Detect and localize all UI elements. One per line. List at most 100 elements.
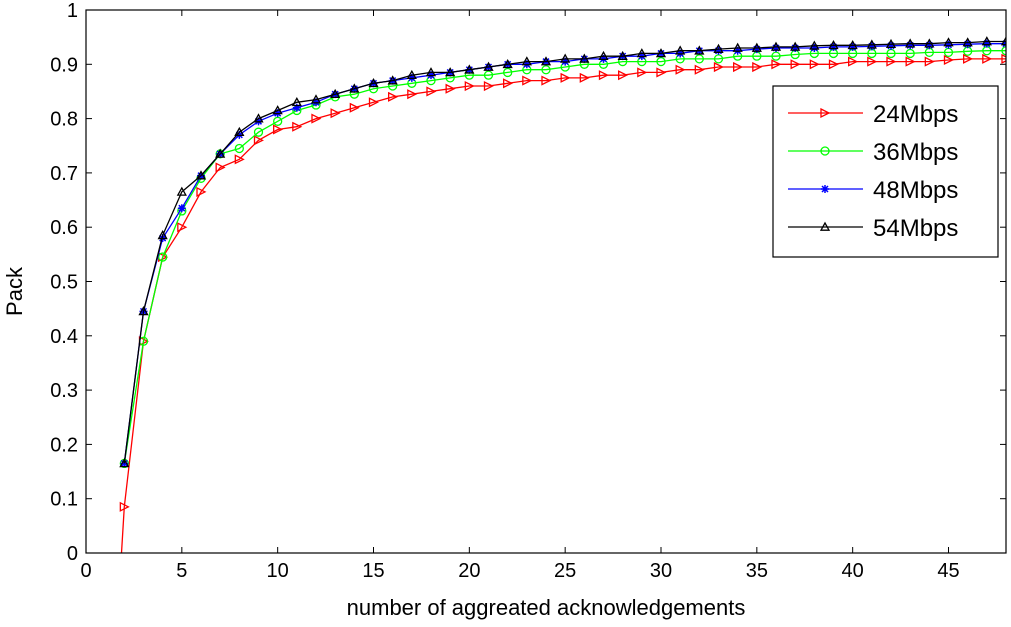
data-point-36mbps	[483, 70, 494, 80]
x-tick-label: 45	[937, 560, 959, 582]
data-point-24mbps	[733, 61, 744, 73]
legend-label-54mbps: 54Mbps	[873, 215, 958, 242]
data-point-48mbps	[963, 40, 972, 49]
data-point-24mbps	[1001, 53, 1006, 64]
data-point-54mbps	[598, 50, 609, 61]
data-point-48mbps	[714, 46, 723, 55]
data-point-54mbps	[215, 148, 226, 158]
data-point-54mbps	[675, 45, 686, 55]
data-point-24mbps	[579, 72, 590, 83]
x-tick-label: 35	[746, 560, 768, 582]
data-point-24mbps	[771, 59, 782, 70]
data-point-54mbps	[234, 126, 245, 137]
data-point-54mbps	[502, 58, 513, 69]
data-point-48mbps	[120, 459, 129, 468]
data-point-54mbps	[655, 48, 667, 58]
data-point-54mbps	[751, 42, 762, 52]
data-point-54mbps	[406, 69, 417, 80]
data-point-24mbps	[752, 61, 763, 73]
data-point-24mbps	[483, 80, 494, 92]
data-point-54mbps	[1000, 36, 1006, 46]
data-point-54mbps	[368, 77, 379, 88]
plot-area	[119, 36, 1006, 553]
data-point-24mbps	[637, 67, 648, 78]
x-tick-label: 20	[458, 560, 480, 582]
data-point-54mbps	[445, 67, 456, 77]
data-point-54mbps	[521, 56, 532, 66]
data-point-24mbps	[809, 59, 820, 70]
data-point-54mbps	[272, 105, 283, 115]
data-point-36mbps	[503, 67, 513, 78]
data-point-24mbps	[407, 89, 418, 100]
data-point-54mbps	[885, 38, 897, 49]
data-point-24mbps	[982, 53, 993, 64]
data-point-48mbps	[906, 41, 915, 50]
data-point-24mbps	[119, 501, 130, 512]
data-point-24mbps	[694, 64, 705, 75]
data-point-54mbps	[425, 67, 437, 77]
x-tick-label: 40	[842, 560, 864, 582]
data-point-54mbps	[790, 41, 801, 51]
data-point-54mbps	[138, 306, 149, 316]
legend: 24Mbps 36Mbps 48Mbps 54Mbps	[772, 85, 999, 258]
data-point-54mbps	[924, 38, 935, 48]
data-point-24mbps	[503, 78, 514, 89]
data-point-24mbps	[848, 56, 859, 67]
data-point-24mbps	[790, 59, 801, 70]
data-point-24mbps	[330, 108, 341, 119]
legend-label-48mbps: 48Mbps	[873, 177, 958, 204]
data-point-24mbps	[675, 64, 686, 75]
data-point-54mbps	[732, 42, 743, 52]
y-tick-label: 0.9	[50, 54, 78, 76]
data-point-36mbps	[771, 51, 781, 61]
legend-entry-48mbps: 48Mbps	[788, 177, 958, 204]
data-point-54mbps	[905, 38, 916, 48]
y-tick-label: 0	[67, 543, 78, 565]
data-point-48mbps	[292, 103, 301, 112]
legend-marker-48mbps	[821, 185, 829, 193]
x-tick-label: 0	[80, 560, 91, 582]
y-tick-label: 0.3	[50, 380, 78, 402]
data-point-24mbps	[253, 135, 264, 146]
data-point-48mbps	[944, 40, 953, 49]
data-point-54mbps	[253, 113, 264, 123]
x-tick-label: 15	[362, 560, 384, 582]
data-point-54mbps	[387, 75, 398, 85]
data-point-54mbps	[560, 53, 571, 63]
data-point-48mbps	[887, 41, 895, 50]
data-point-24mbps	[388, 91, 399, 102]
series-line-36mbps	[123, 50, 1006, 464]
data-point-54mbps	[962, 37, 973, 47]
series-36mbps	[119, 46, 1006, 469]
data-point-54mbps	[310, 94, 322, 104]
data-point-48mbps	[752, 45, 761, 54]
data-point-54mbps	[636, 48, 647, 58]
data-point-48mbps	[867, 42, 876, 51]
legend-entry-24mbps: 24Mbps	[788, 101, 958, 128]
data-point-24mbps	[177, 222, 188, 233]
data-point-36mbps	[273, 116, 283, 126]
data-point-54mbps	[464, 64, 475, 74]
data-point-24mbps	[713, 61, 724, 73]
series-24mbps	[119, 53, 1006, 553]
data-point-54mbps	[195, 170, 207, 180]
data-point-54mbps	[157, 230, 168, 240]
data-point-24mbps	[311, 113, 322, 124]
data-point-36mbps	[694, 54, 704, 64]
data-point-24mbps	[522, 75, 533, 86]
data-point-48mbps	[848, 42, 857, 51]
data-point-24mbps	[349, 102, 360, 113]
data-point-54mbps	[617, 50, 628, 61]
data-point-24mbps	[426, 86, 437, 97]
data-point-48mbps	[925, 41, 934, 50]
data-point-54mbps	[349, 83, 360, 93]
legend-entry-36mbps: 36Mbps	[788, 139, 958, 166]
data-point-48mbps	[177, 204, 186, 213]
legend-marker-36mbps	[820, 146, 830, 156]
x-axis-label: number of aggreated acknowledgements	[347, 595, 746, 620]
data-point-48mbps	[829, 42, 838, 51]
data-point-54mbps	[330, 88, 341, 99]
data-point-36mbps	[656, 56, 666, 67]
y-tick-label: 0.4	[50, 326, 78, 348]
